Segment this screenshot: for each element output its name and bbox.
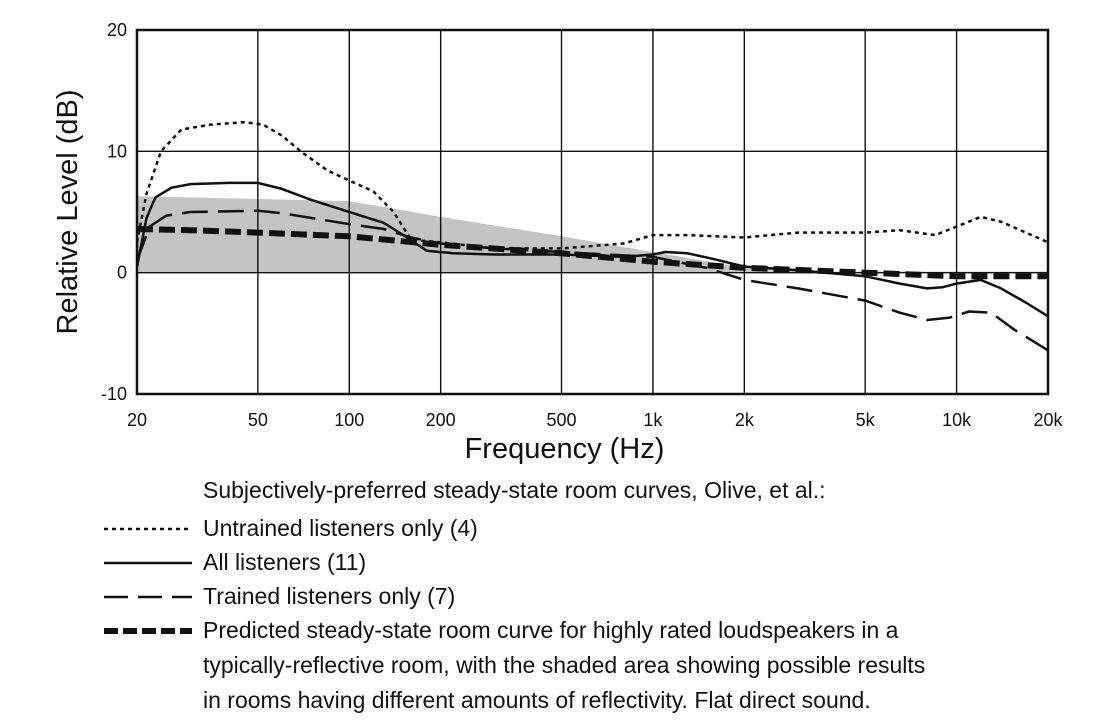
y-tick-label: 0	[117, 263, 127, 283]
bold-dashed-line-swatch	[104, 628, 192, 634]
dotted-line-swatch	[104, 527, 192, 531]
legend-item-trained: Trained listeners only (7)	[100, 579, 1100, 609]
legend-item-predicted: Predicted steady-state room curve for hi…	[100, 613, 1100, 723]
x-tick-label: 5k	[856, 410, 876, 430]
series-line-solid	[135, 181, 1049, 318]
legend-label-untrained: Untrained listeners only (4)	[203, 515, 478, 541]
series-group	[135, 120, 1049, 352]
solid-line-swatch	[104, 561, 192, 565]
room-curve-chart: 20 50 100 200 500 1k 2k 5k 10k 20k -10 0 10 20 Frequ…	[52, 20, 1064, 465]
legend-item-all: All listeners (11)	[100, 545, 1100, 575]
shaded-band-group	[137, 196, 1048, 273]
legend-label-predicted-2: typically-reflective room, with the shad…	[203, 652, 926, 678]
y-tick-label: 20	[107, 20, 127, 40]
x-tick-label: 500	[546, 410, 576, 430]
plot-frame	[135, 28, 1050, 396]
x-tick-label: 20k	[1033, 410, 1063, 430]
x-tick-label: 100	[334, 410, 364, 430]
x-tick-label: 1k	[643, 410, 663, 430]
legend-title: Subjectively-preferred steady-state room…	[203, 477, 826, 503]
x-axis-title: Frequency (Hz)	[465, 433, 665, 465]
legend-label-predicted-1: Predicted steady-state room curve for hi…	[203, 617, 899, 643]
legend-item-untrained: Untrained listeners only (4)	[100, 511, 1100, 541]
shaded-reflectivity-band	[137, 196, 1048, 273]
series-line-bold-dashed	[136, 226, 1048, 280]
x-tick-label: 2k	[735, 410, 755, 430]
legend-label-all: All listeners (11)	[203, 549, 367, 575]
y-tick-label: 10	[107, 141, 127, 161]
y-tick-labels: -10 0 10 20	[101, 20, 127, 404]
x-tick-labels: 20 50 100 200 500 1k 2k 5k 10k 20k	[127, 410, 1064, 430]
legend-label-trained: Trained listeners only (7)	[203, 583, 456, 609]
x-tick-label: 20	[127, 410, 147, 430]
y-axis-title: Relative Level (dB)	[52, 90, 84, 335]
x-tick-label: 200	[426, 410, 456, 430]
legend-label-predicted-3: in rooms having different amounts of ref…	[203, 687, 871, 713]
x-tick-label: 50	[248, 410, 268, 430]
dashed-line-swatch	[104, 595, 192, 599]
y-tick-label: -10	[101, 384, 127, 404]
x-tick-label: 10k	[942, 410, 972, 430]
